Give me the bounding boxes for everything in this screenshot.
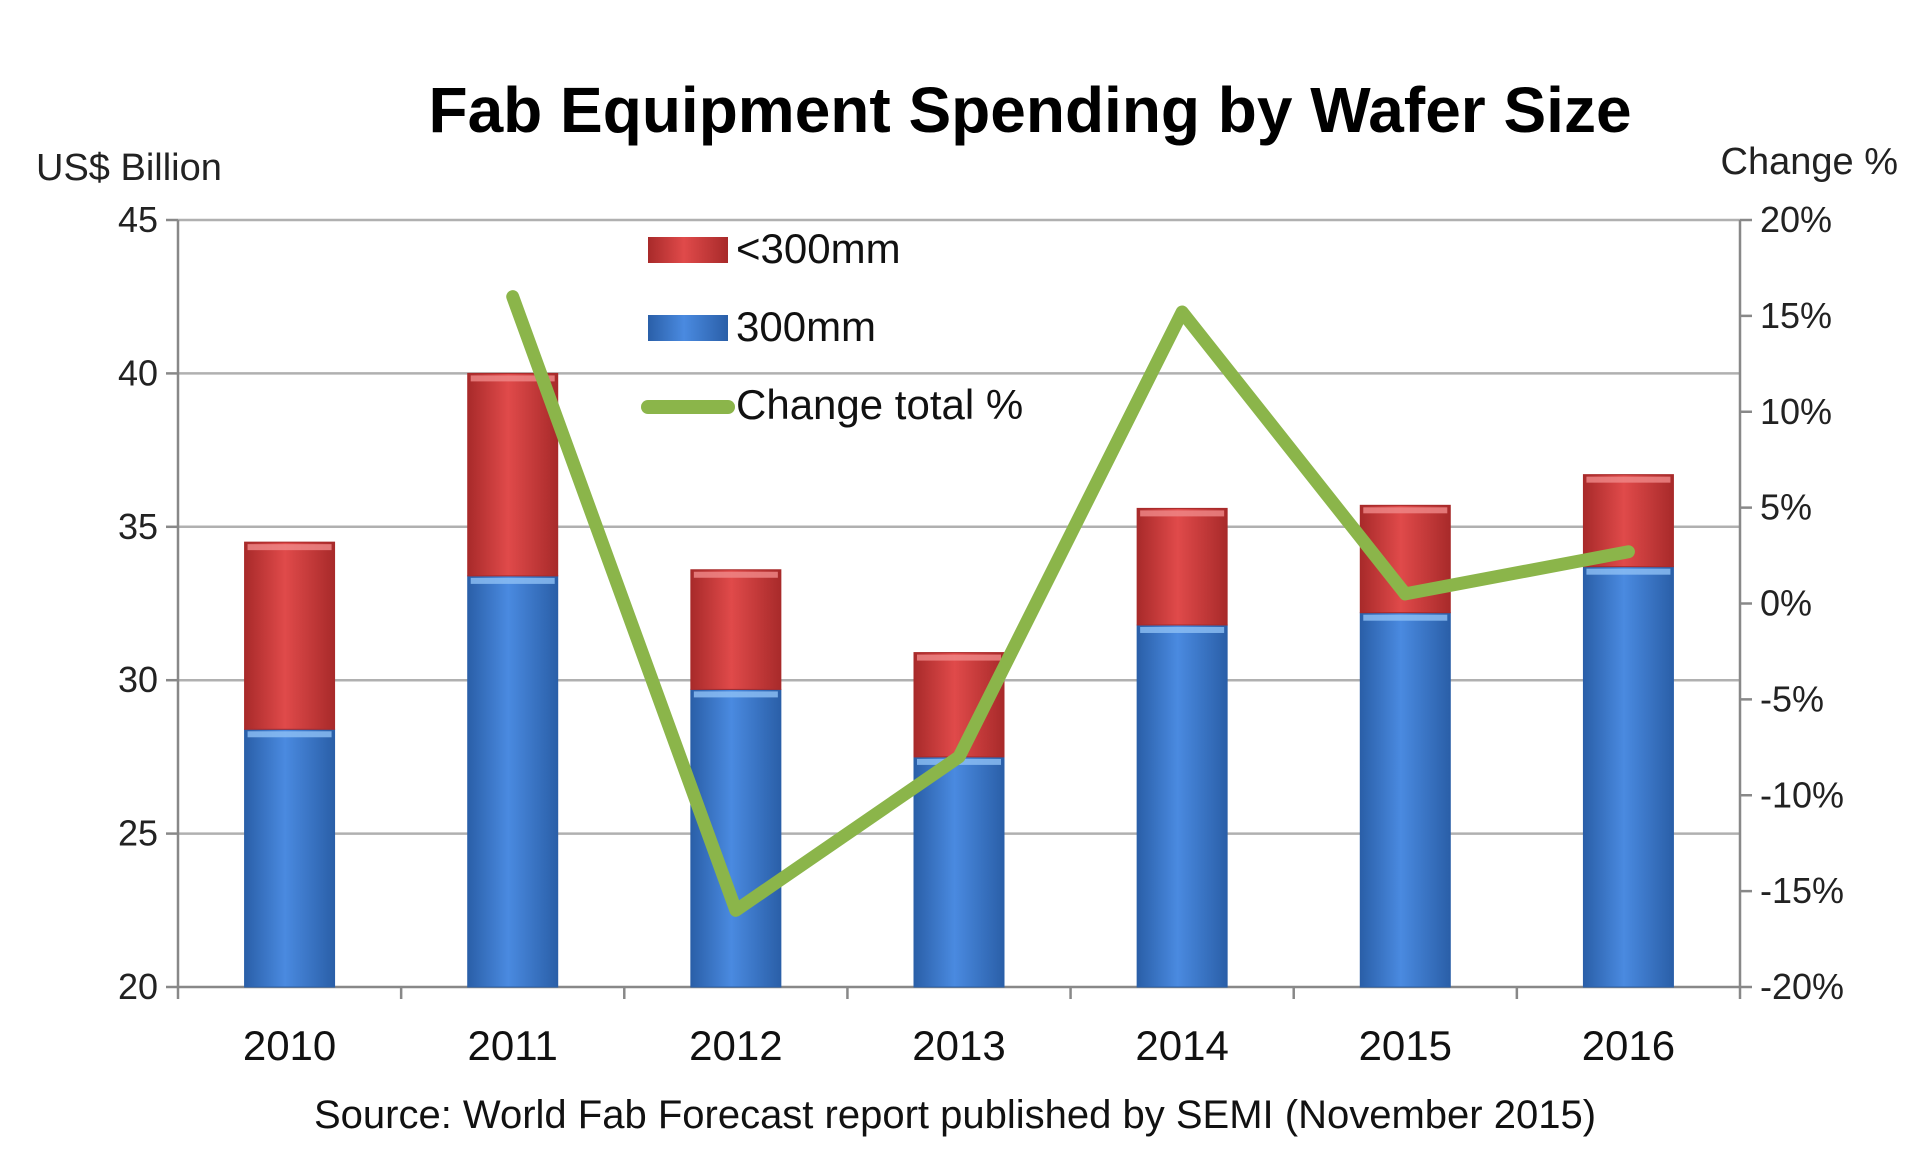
change-point-2014 (1181, 311, 1183, 313)
change-point-2012 (735, 909, 737, 911)
axes (166, 218, 1752, 999)
right-tick-label: 15% (1760, 295, 1832, 336)
bars (244, 372, 1674, 988)
left-tick-label: 35 (118, 506, 158, 547)
bar-lt300mm-highlight-2015 (1363, 507, 1448, 514)
left-tick-label: 40 (118, 352, 158, 393)
legend: <300mm 300mm Change total % (641, 225, 1023, 428)
right-tick-label: 5% (1760, 487, 1812, 528)
bar-300mm-highlight-2011 (470, 577, 555, 584)
bar-lt300mm-highlight-2013 (917, 654, 1001, 661)
category-label-2013: 2013 (912, 1022, 1005, 1069)
bar-300mm-highlight-2015 (1363, 614, 1448, 621)
left-tick-label: 25 (118, 813, 158, 854)
left-tick-label: 20 (118, 966, 158, 1007)
category-label-2016: 2016 (1582, 1022, 1675, 1069)
category-label-2015: 2015 (1359, 1022, 1452, 1069)
right-axis-title: Change % (1721, 141, 1898, 183)
bar-300mm-2010 (244, 728, 336, 988)
chart-title: Fab Equipment Spending by Wafer Size (428, 74, 1631, 146)
category-label-2012: 2012 (689, 1022, 782, 1069)
bar-300mm-highlight-2016 (1586, 568, 1671, 575)
right-tick-label: -15% (1760, 870, 1844, 911)
bar-300mm-highlight-2012 (693, 691, 778, 698)
legend-swatch-lt300mm (648, 237, 728, 263)
left-tick-label: 30 (118, 659, 158, 700)
bar-lt300mm-2014 (1136, 507, 1228, 626)
gridlines (178, 218, 1740, 835)
bar-lt300mm-highlight-2010 (247, 544, 332, 551)
bar-lt300mm-2012 (690, 569, 782, 690)
left-tick-label: 45 (118, 199, 158, 240)
bar-300mm-2013 (913, 756, 1005, 988)
legend-swatch-300mm (648, 315, 728, 341)
category-axis-labels: 2010 2011 2012 2013 2014 2015 2016 (243, 1022, 1675, 1069)
category-label-2014: 2014 (1135, 1022, 1228, 1069)
change-point-2015 (1404, 593, 1406, 595)
bar-lt300mm-highlight-2012 (693, 571, 778, 578)
bar-300mm-highlight-2014 (1140, 626, 1225, 633)
right-tick-label: -20% (1760, 966, 1844, 1007)
right-tick-label: -5% (1760, 678, 1824, 719)
bar-lt300mm-highlight-2014 (1140, 510, 1225, 517)
source-note: Source: World Fab Forecast report publis… (314, 1093, 1596, 1137)
bar-lt300mm-2011 (467, 372, 559, 577)
change-point-2011 (512, 296, 514, 298)
bar-lt300mm-2010 (244, 541, 336, 730)
bar-300mm-2014 (1136, 624, 1228, 988)
category-label-2010: 2010 (243, 1022, 336, 1069)
bar-300mm-2016 (1582, 566, 1674, 988)
right-tick-label: 20% (1760, 199, 1832, 240)
right-axis-ticks: -20% -15% -10% -5% 0% 5% 10% 15% 20% (1760, 199, 1844, 1007)
bar-lt300mm-highlight-2016 (1586, 476, 1671, 483)
bar-300mm-2015 (1359, 612, 1451, 988)
change-total-line (506, 290, 1635, 917)
legend-label-300mm: 300mm (736, 303, 876, 350)
right-tick-label: 0% (1760, 583, 1812, 624)
bar-300mm-highlight-2010 (247, 731, 332, 738)
category-label-2011: 2011 (468, 1022, 558, 1069)
legend-label-change: Change total % (736, 381, 1023, 428)
left-axis-ticks: 20 25 30 35 40 45 (118, 199, 158, 1007)
change-line (506, 290, 1635, 917)
right-tick-label: -10% (1760, 774, 1844, 815)
change-point-2016 (1627, 551, 1629, 553)
legend-label-lt300mm: <300mm (736, 225, 901, 272)
right-tick-label: 10% (1760, 391, 1832, 432)
left-axis-title: US$ Billion (36, 147, 222, 189)
change-point-2013 (958, 756, 960, 758)
bar-300mm-2011 (467, 575, 559, 988)
bar-lt300mm-highlight-2011 (470, 375, 555, 382)
